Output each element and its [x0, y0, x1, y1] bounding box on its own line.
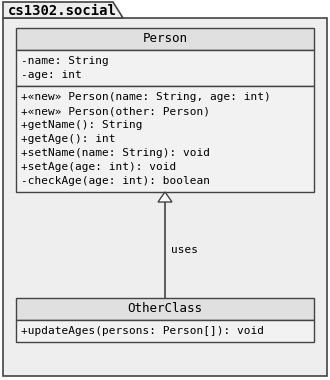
- Text: -checkAge(age: int): boolean: -checkAge(age: int): boolean: [21, 176, 210, 186]
- Text: uses: uses: [171, 245, 198, 255]
- Text: +getName(): String: +getName(): String: [21, 120, 143, 130]
- Text: +setName(name: String): void: +setName(name: String): void: [21, 148, 210, 158]
- Text: Person: Person: [143, 33, 187, 46]
- Text: cs1302.social: cs1302.social: [8, 4, 117, 18]
- Bar: [16, 298, 314, 320]
- Text: OtherClass: OtherClass: [127, 302, 203, 315]
- Bar: [16, 320, 314, 342]
- Bar: [16, 86, 314, 192]
- Text: +«new» Person(other: Person): +«new» Person(other: Person): [21, 106, 210, 116]
- Text: +setAge(age: int): void: +setAge(age: int): void: [21, 162, 176, 172]
- Bar: [16, 50, 314, 86]
- Polygon shape: [3, 2, 123, 18]
- Bar: [16, 28, 314, 50]
- Polygon shape: [158, 192, 172, 202]
- Text: +getAge(): int: +getAge(): int: [21, 134, 116, 144]
- Text: -name: String: -name: String: [21, 56, 109, 66]
- Text: +updateAges(persons: Person[]): void: +updateAges(persons: Person[]): void: [21, 326, 264, 336]
- Text: +«new» Person(name: String, age: int): +«new» Person(name: String, age: int): [21, 92, 271, 102]
- Text: -age: int: -age: int: [21, 70, 82, 80]
